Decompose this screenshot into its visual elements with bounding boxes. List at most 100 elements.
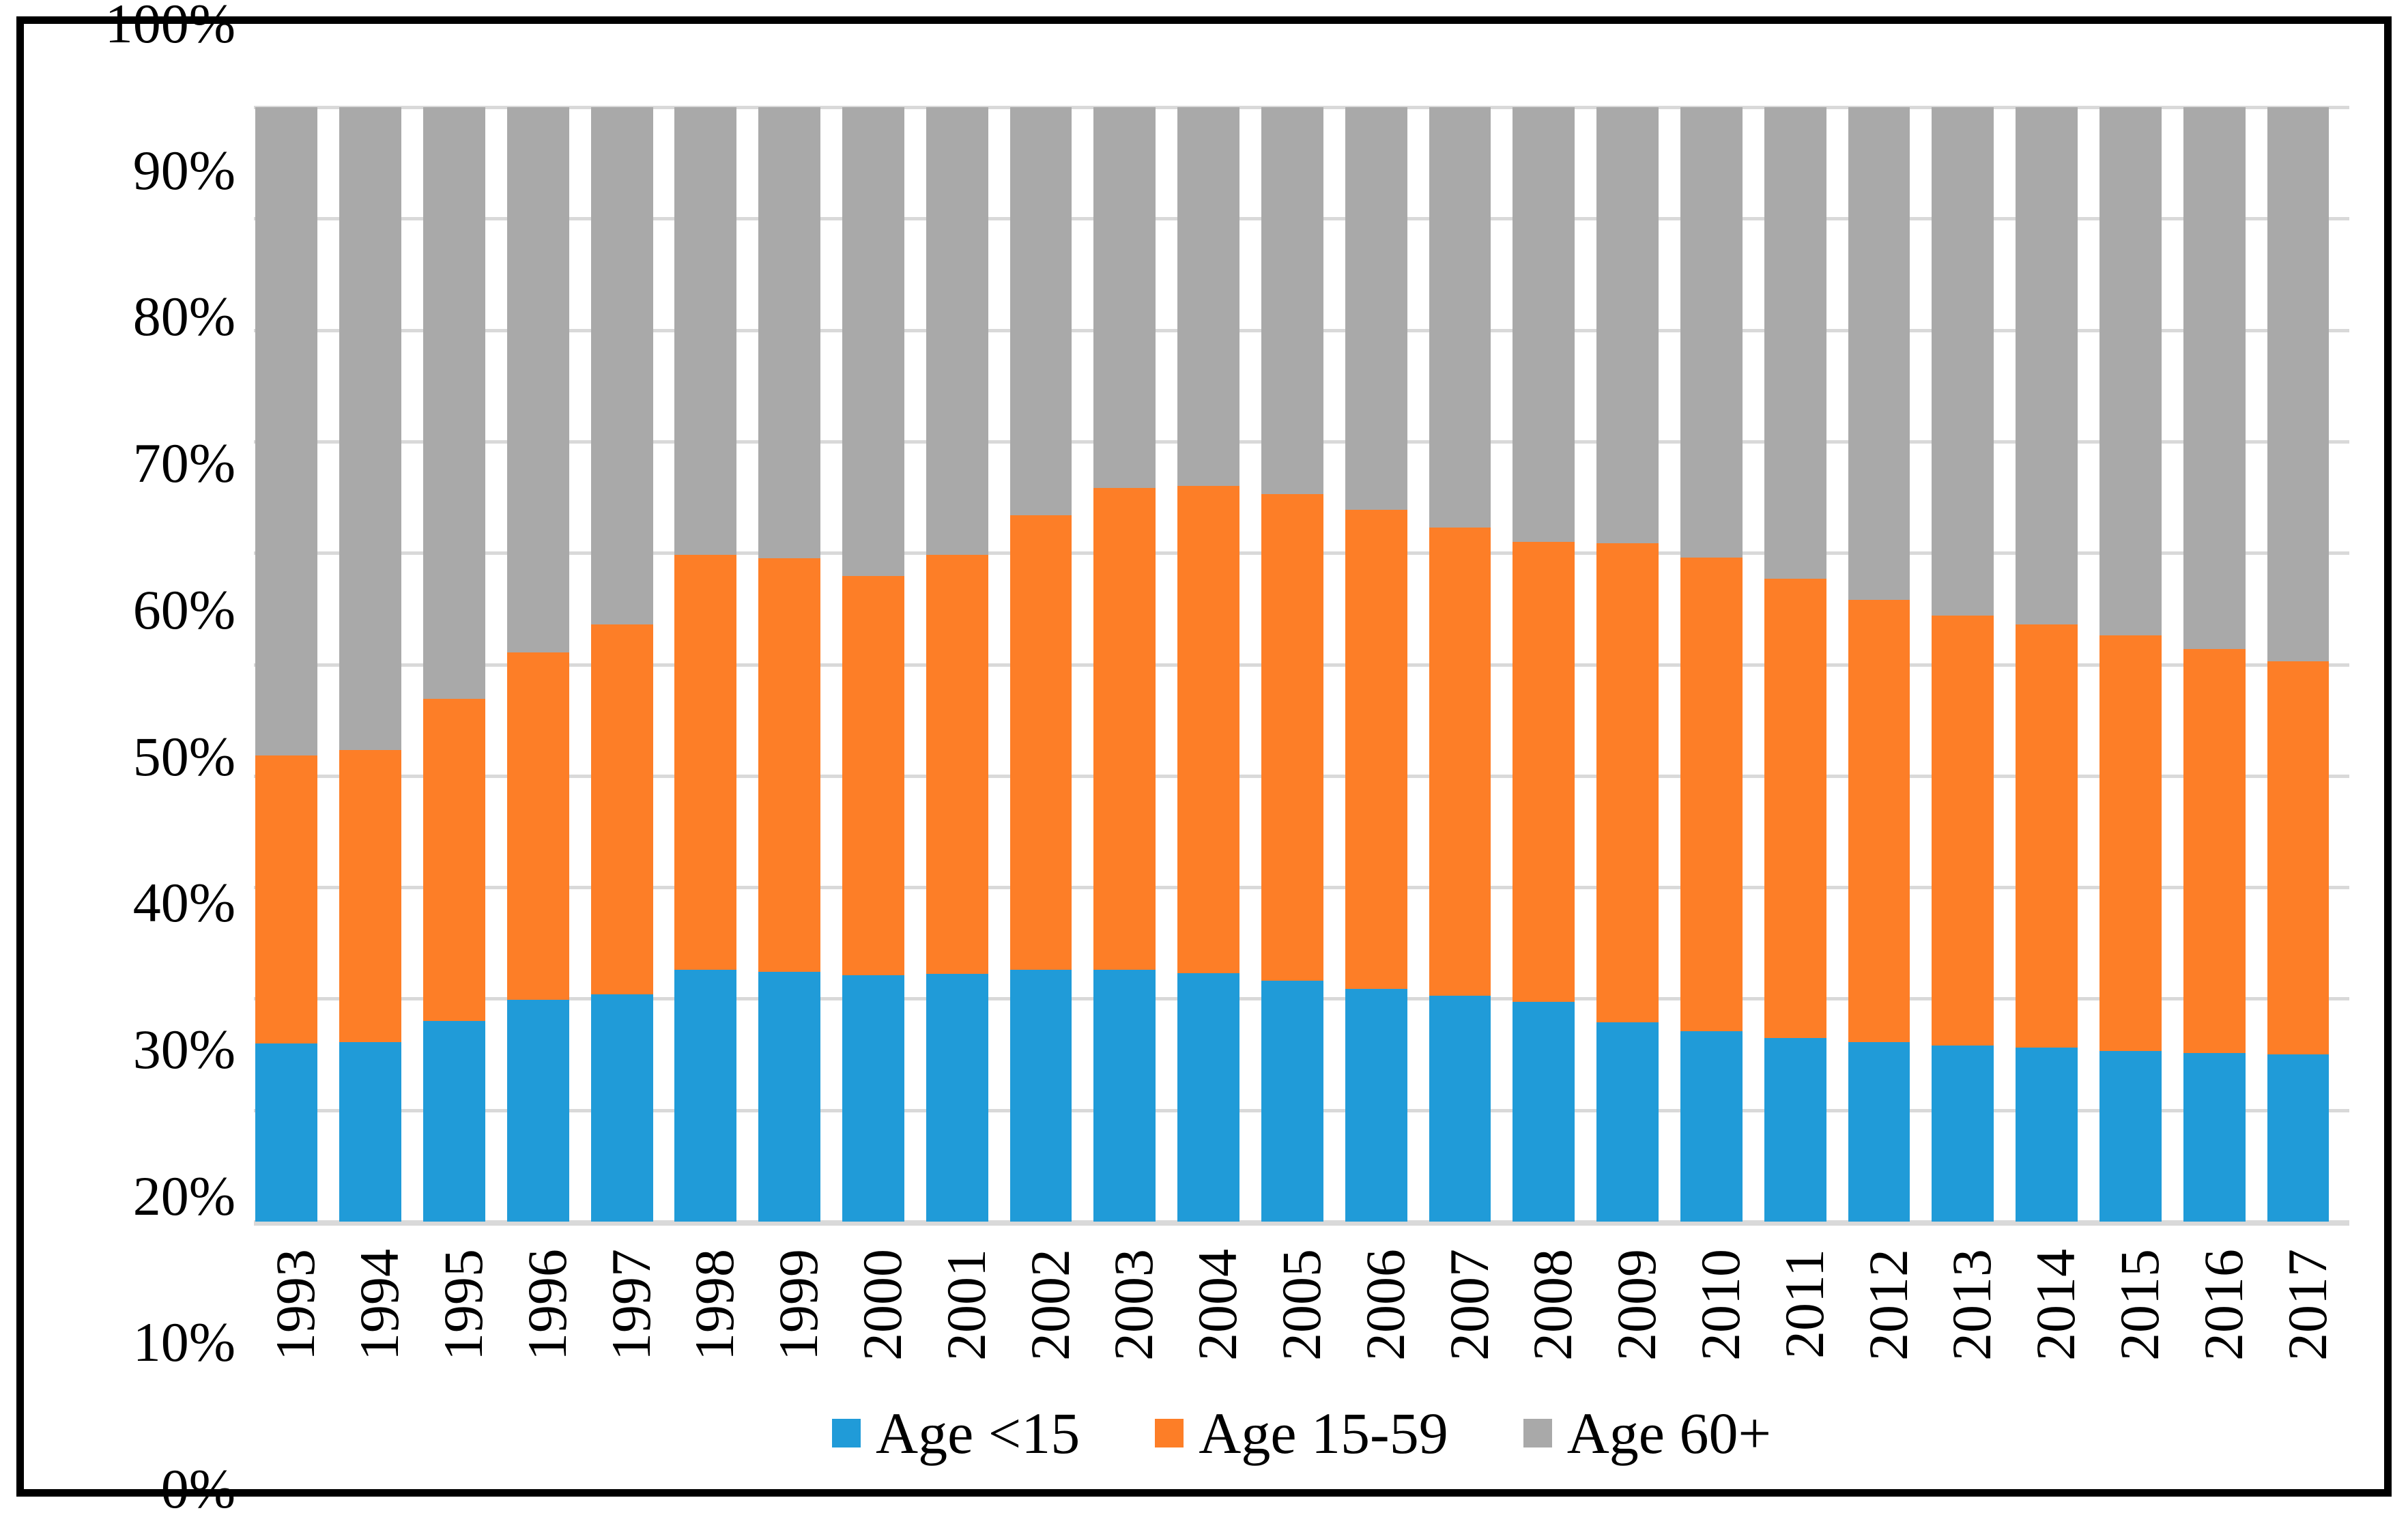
- legend-label: Age <15: [876, 1400, 1080, 1466]
- segment-2001-age-<15: [926, 974, 988, 1222]
- stacked-bar-2011: [1764, 107, 1826, 1222]
- bar-column-1997: [589, 107, 673, 1222]
- bar-column-1998: [673, 107, 757, 1222]
- y-tick-label-80%: 80%: [132, 285, 235, 348]
- y-tick-label-30%: 30%: [132, 1018, 235, 1080]
- bar-column-2013: [1930, 107, 2014, 1222]
- x-tick-cell-2013: 2013: [1930, 1249, 2014, 1406]
- legend-swatch-icon: [1155, 1419, 1184, 1447]
- segment-1993-age-60+: [255, 107, 318, 756]
- stacked-bar-1995: [423, 107, 485, 1222]
- segment-1999-age-60+: [758, 107, 821, 559]
- bar-column-2004: [1176, 107, 1260, 1222]
- stacked-bar-2007: [1429, 107, 1491, 1222]
- stacked-bar-2003: [1093, 107, 1156, 1222]
- segment-1995-age-15-59: [423, 699, 485, 1022]
- segment-2002-age-15-59: [1009, 515, 1072, 970]
- x-tick-cell-2008: 2008: [1511, 1249, 1595, 1406]
- bar-column-1999: [757, 107, 841, 1222]
- segment-2008-age-15-59: [1513, 541, 1575, 1003]
- y-tick-label-60%: 60%: [132, 578, 235, 641]
- x-tick-label-1994: 1994: [348, 1249, 411, 1361]
- y-axis-tick-labels: 0% 10% 20% 30% 40% 50% 60% 70% 80% 90% 100%: [51, 0, 235, 1513]
- segment-2015-age-<15: [2099, 1051, 2162, 1222]
- x-tick-cell-2002: 2002: [1008, 1249, 1092, 1406]
- segment-2000-age-60+: [842, 107, 904, 577]
- stacked-bar-1998: [674, 107, 737, 1222]
- bar-column-1996: [505, 107, 589, 1222]
- bar-column-2009: [1595, 107, 1679, 1222]
- x-tick-label-1995: 1995: [431, 1249, 494, 1361]
- stacked-bar-1999: [758, 107, 821, 1222]
- stacked-bar-2005: [1261, 107, 1323, 1222]
- y-tick-label-20%: 20%: [132, 1164, 235, 1227]
- plot-area: [254, 106, 2349, 1226]
- segment-2014-age-60+: [2016, 107, 2078, 624]
- segment-1997-age-<15: [590, 994, 653, 1222]
- x-tick-label-2002: 2002: [1018, 1249, 1081, 1361]
- chart-border: 0% 10% 20% 30% 40% 50% 60% 70% 80% 90% 100% 1993 19…: [16, 0, 2392, 1513]
- x-tick-label-2013: 2013: [1940, 1249, 2003, 1361]
- x-tick-cell-1997: 1997: [589, 1249, 673, 1406]
- segment-1996-age-15-59: [506, 652, 569, 1000]
- x-tick-cell-2006: 2006: [1343, 1249, 1427, 1406]
- x-tick-label-1993: 1993: [264, 1249, 327, 1361]
- segment-2008-age-60+: [1513, 107, 1575, 542]
- segment-2010-age-15-59: [1680, 557, 1743, 1031]
- bar-column-2001: [924, 107, 1008, 1222]
- stacked-bar-2015: [2099, 107, 2162, 1222]
- segment-1998-age-15-59: [674, 555, 737, 970]
- bar-column-2010: [1679, 107, 1763, 1222]
- x-tick-label-2017: 2017: [2276, 1249, 2338, 1361]
- segment-1998-age-<15: [674, 969, 737, 1222]
- bar-column-2002: [1008, 107, 1092, 1222]
- bar-column-2012: [1846, 107, 1930, 1222]
- segment-2017-age-<15: [2267, 1054, 2330, 1222]
- segment-2016-age-<15: [2183, 1053, 2246, 1222]
- segment-2007-age-60+: [1429, 107, 1491, 528]
- bar-column-2014: [2014, 107, 2098, 1222]
- segment-2014-age-<15: [2016, 1048, 2078, 1222]
- legend-item-age-<15: Age <15: [832, 1404, 1080, 1462]
- segment-2006-age-<15: [1345, 988, 1407, 1222]
- legend-swatch-icon: [832, 1419, 861, 1447]
- y-tick-label-10%: 10%: [132, 1311, 235, 1374]
- segment-2011-age-60+: [1764, 107, 1826, 579]
- legend-item-age-15-59: Age 15-59: [1155, 1404, 1448, 1462]
- x-tick-cell-2016: 2016: [2181, 1249, 2265, 1406]
- segment-2010-age-<15: [1680, 1031, 1743, 1222]
- stacked-bar-1996: [506, 107, 569, 1222]
- segment-1993-age-15-59: [255, 755, 318, 1043]
- segment-2013-age-15-59: [1932, 615, 1994, 1046]
- segment-2009-age-15-59: [1596, 543, 1659, 1022]
- stacked-bar-1997: [590, 107, 653, 1222]
- x-tick-cell-1995: 1995: [422, 1249, 506, 1406]
- x-tick-cell-2010: 2010: [1679, 1249, 1763, 1406]
- stacked-bar-2002: [1009, 107, 1072, 1222]
- x-tick-label-2008: 2008: [1521, 1249, 1584, 1361]
- segment-2001-age-60+: [926, 107, 988, 556]
- segment-2016-age-15-59: [2183, 648, 2246, 1054]
- stacked-bar-2001: [926, 107, 988, 1222]
- segment-2009-age-60+: [1596, 107, 1659, 543]
- stacked-bar-2010: [1680, 107, 1743, 1222]
- x-tick-label-2009: 2009: [1605, 1249, 1668, 1361]
- segment-1994-age-15-59: [339, 750, 402, 1043]
- bar-column-2005: [1260, 107, 1344, 1222]
- segment-2005-age-15-59: [1261, 493, 1323, 981]
- y-tick-label-100%: 100%: [104, 0, 235, 55]
- x-tick-cell-2004: 2004: [1176, 1249, 1260, 1406]
- bar-column-1994: [338, 107, 422, 1222]
- legend-label: Age 15-59: [1199, 1400, 1448, 1466]
- x-tick-cell-2001: 2001: [924, 1249, 1008, 1406]
- segment-2015-age-60+: [2099, 107, 2162, 636]
- y-tick-label-90%: 90%: [132, 139, 235, 201]
- segment-2002-age-60+: [1009, 107, 1072, 515]
- x-tick-cell-1994: 1994: [338, 1249, 422, 1406]
- bar-column-2015: [2098, 107, 2182, 1222]
- x-tick-label-2011: 2011: [1773, 1249, 1835, 1359]
- x-tick-label-2007: 2007: [1437, 1249, 1500, 1361]
- x-tick-cell-1996: 1996: [505, 1249, 589, 1406]
- x-tick-label-2010: 2010: [1689, 1249, 1751, 1361]
